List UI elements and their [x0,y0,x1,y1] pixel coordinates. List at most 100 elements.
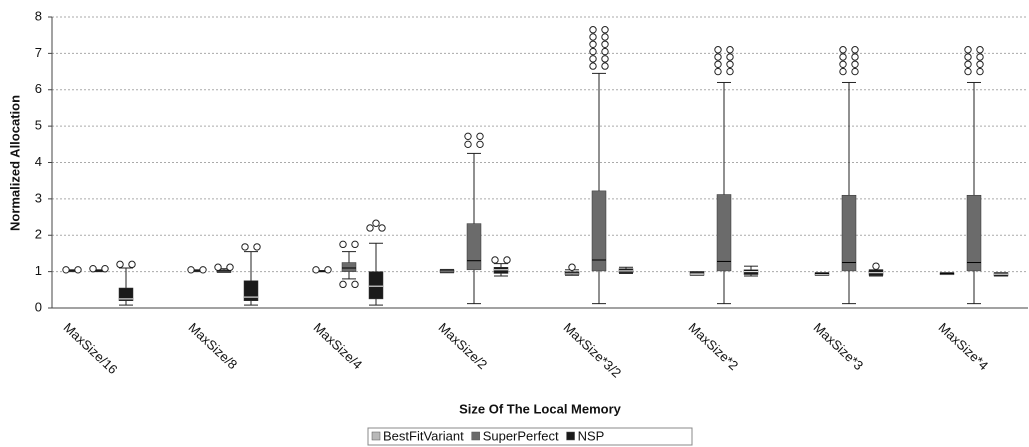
outlier [312,266,320,274]
outlier [214,263,222,271]
outlier [976,60,984,68]
y-tick-label: 0 [35,299,42,314]
outlier [964,46,972,54]
box [841,194,857,272]
outlier [324,266,332,274]
x-tick-label: MaxSize/8 [186,320,241,372]
outlier [726,60,734,68]
legend-swatch [371,431,381,441]
outlier [714,53,722,61]
box [341,262,357,272]
outlier [128,260,136,269]
outlier [378,224,386,232]
outlier [851,60,859,68]
outlier [851,67,859,76]
y-tick-label: 1 [35,263,42,278]
outlier [464,140,472,149]
y-tick-label: 5 [35,118,42,133]
x-tick-label: MaxSize*3/2 [561,320,625,381]
outlier [476,132,484,141]
outlier [589,62,597,70]
outlier [601,33,609,41]
outlier [601,40,609,48]
y-tick-label: 6 [35,81,42,96]
outlier [872,262,880,270]
outlier [372,219,380,227]
x-tick-label: MaxSize/16 [61,320,121,377]
outlier [589,55,597,63]
outlier [964,67,972,76]
outlier [601,47,609,56]
outlier [89,265,97,273]
outlier [101,265,109,273]
box [716,194,732,272]
y-tick-label: 4 [35,154,42,169]
outlier [851,53,859,61]
y-tick-label: 8 [35,8,42,23]
outlier [976,67,984,76]
outlier [589,26,597,34]
outlier [199,266,207,274]
box [966,194,982,272]
outlier [839,67,847,76]
box [814,272,830,276]
outlier [976,53,984,61]
outlier [714,46,722,54]
outlier [253,243,261,251]
outlier [351,240,359,249]
box [493,267,509,274]
y-axis-title: Normalized Allocation [7,95,22,231]
outlier [964,60,972,68]
outlier [491,256,499,264]
outlier [241,243,249,251]
x-tick-label: MaxSize/4 [311,320,366,372]
legend-swatch [566,431,575,441]
outlier [839,53,847,61]
outlier [503,256,511,264]
outlier [839,46,847,54]
outlier [366,224,374,232]
outlier [601,62,609,70]
outlier [964,53,972,61]
outlier [74,266,82,274]
x-axis-title: Size Of The Local Memory [459,401,622,416]
outlier [62,266,70,274]
outlier [714,60,722,68]
legend-label: NSP [578,428,605,443]
outlier [839,60,847,68]
outlier [589,40,597,48]
outlier [226,263,234,271]
box [368,271,384,300]
legend-swatch [471,431,480,441]
outlier [568,263,576,271]
x-tick-label: MaxSize/2 [436,320,491,372]
box [243,280,259,301]
legend-label: SuperPerfect [483,428,559,443]
outlier [726,46,734,54]
legend-box [367,427,693,446]
y-tick-label: 3 [35,190,42,205]
outlier [589,47,597,56]
outlier [116,260,124,269]
outlier [601,55,609,63]
outlier [601,26,609,34]
box [743,269,759,275]
box [591,190,607,272]
legend-label: BestFitVariant [383,428,464,443]
x-tick-label: MaxSize*2 [686,320,742,373]
outlier [851,46,859,54]
y-tick-label: 7 [35,45,42,60]
outlier [714,67,722,76]
y-tick-label: 2 [35,227,42,242]
box [118,287,134,301]
outlier [339,240,347,249]
x-tick-label: MaxSize*3 [811,320,867,373]
outlier [187,266,195,274]
outlier [476,140,484,149]
outlier [339,280,347,289]
box [689,271,705,276]
box [466,223,482,271]
outlier [589,33,597,41]
